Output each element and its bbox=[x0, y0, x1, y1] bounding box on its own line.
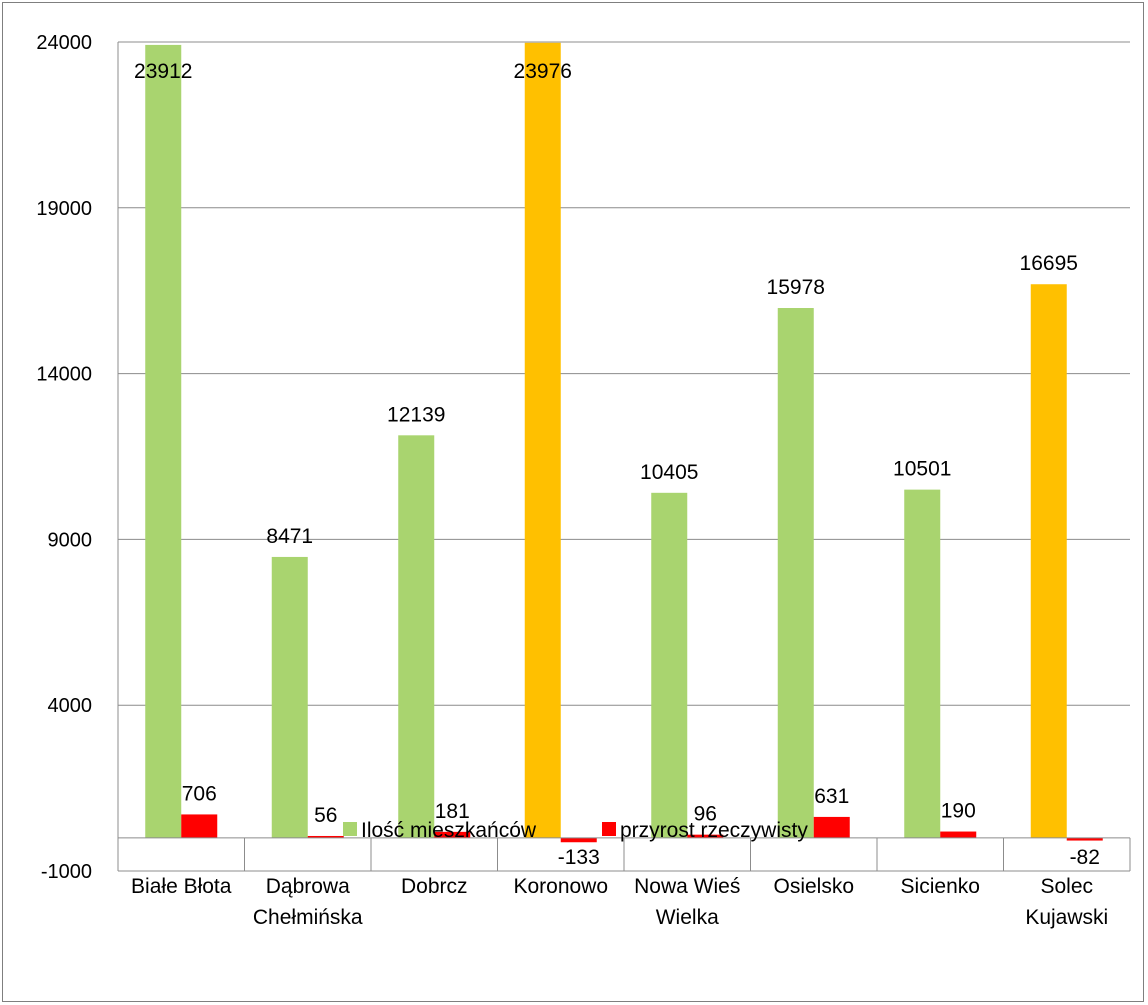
x-axis-categories: Białe Błota Dąbrowa Chełmińska Dobrcz Korono… bbox=[131, 875, 1108, 929]
category-label: Dobrcz bbox=[401, 875, 468, 898]
legend-swatch-population bbox=[343, 822, 357, 836]
data-label-population: 15978 bbox=[767, 276, 825, 299]
y-tick-label: 4000 bbox=[48, 695, 93, 717]
data-label-population: 16695 bbox=[1020, 252, 1078, 275]
legend: Ilość mieszkańców przyrost rzeczywisty bbox=[343, 819, 808, 842]
category-label-line: Sicienko bbox=[901, 875, 980, 898]
data-label-population: 10405 bbox=[640, 461, 698, 484]
bar-growth bbox=[813, 816, 850, 838]
category-label-line: Dobrcz bbox=[401, 875, 468, 898]
data-label-population: 12139 bbox=[387, 403, 445, 426]
bar-population bbox=[904, 489, 941, 838]
category-label: Osielsko bbox=[773, 875, 854, 898]
bar-growth bbox=[434, 831, 471, 838]
legend-label-growth: przyrost rzeczywisty bbox=[620, 819, 808, 842]
category-label: Solec Kujawski bbox=[1025, 875, 1108, 929]
category-label-line: Osielsko bbox=[773, 875, 854, 898]
legend-label-population: Ilość mieszkańców bbox=[361, 819, 537, 842]
bar-growth bbox=[181, 814, 218, 838]
category-label-line: Nowa Wieś bbox=[634, 875, 740, 898]
y-axis-ticks: 24000 19000 14000 9000 4000 -1000 bbox=[36, 32, 92, 883]
data-label-growth: 56 bbox=[314, 804, 337, 827]
data-label-population: 8471 bbox=[266, 525, 313, 548]
bar-growth bbox=[560, 837, 597, 843]
data-label-growth: 181 bbox=[435, 800, 470, 823]
y-tick-label: 9000 bbox=[48, 529, 93, 551]
bar-population bbox=[145, 44, 182, 838]
data-label-growth: 631 bbox=[814, 785, 849, 808]
data-label-growth: -82 bbox=[1070, 846, 1100, 869]
bars bbox=[145, 42, 1103, 843]
category-label: Koronowo bbox=[513, 875, 608, 898]
category-label-line: Koronowo bbox=[513, 875, 608, 898]
bar-growth bbox=[307, 835, 344, 838]
bar-population bbox=[398, 435, 435, 838]
y-tick-label: 14000 bbox=[36, 364, 92, 386]
category-label-line: Dąbrowa bbox=[266, 875, 350, 898]
data-labels: 23912 706 8471 56 12139 181 23976 -133 10405 96 15… bbox=[134, 60, 1100, 869]
data-label-population: 23912 bbox=[134, 60, 192, 83]
bar-growth bbox=[687, 834, 724, 838]
bar-population bbox=[271, 556, 308, 838]
category-label: Sicienko bbox=[901, 875, 980, 898]
bar-growth bbox=[1066, 837, 1103, 841]
bar-population bbox=[651, 492, 688, 838]
category-label-line: Solec bbox=[1040, 875, 1093, 898]
y-tick-label: 19000 bbox=[36, 198, 92, 220]
bar-population bbox=[1030, 284, 1067, 838]
data-label-growth: -133 bbox=[558, 846, 600, 869]
bar-population bbox=[524, 42, 561, 838]
data-label-growth: 706 bbox=[182, 782, 217, 805]
category-label-line: Wielka bbox=[656, 906, 719, 929]
bar-population bbox=[777, 308, 814, 838]
gridlines bbox=[118, 41, 1130, 872]
data-label-population: 10501 bbox=[893, 458, 951, 481]
category-label: Nowa Wieś Wielka bbox=[634, 875, 740, 929]
bar-growth bbox=[940, 831, 977, 838]
data-label-growth: 96 bbox=[694, 803, 717, 826]
category-label-line: Kujawski bbox=[1025, 906, 1108, 929]
legend-swatch-growth bbox=[602, 822, 616, 836]
data-label-growth: 190 bbox=[941, 800, 976, 823]
y-tick-label: 24000 bbox=[36, 32, 92, 54]
category-label-line: Chełmińska bbox=[253, 906, 363, 929]
category-label: Białe Błota bbox=[131, 875, 232, 898]
category-label-line: Białe Błota bbox=[131, 875, 232, 898]
axes bbox=[117, 42, 1131, 871]
y-tick-label: -1000 bbox=[41, 861, 92, 883]
data-label-population: 23976 bbox=[514, 60, 572, 83]
category-label: Dąbrowa Chełmińska bbox=[253, 875, 363, 929]
